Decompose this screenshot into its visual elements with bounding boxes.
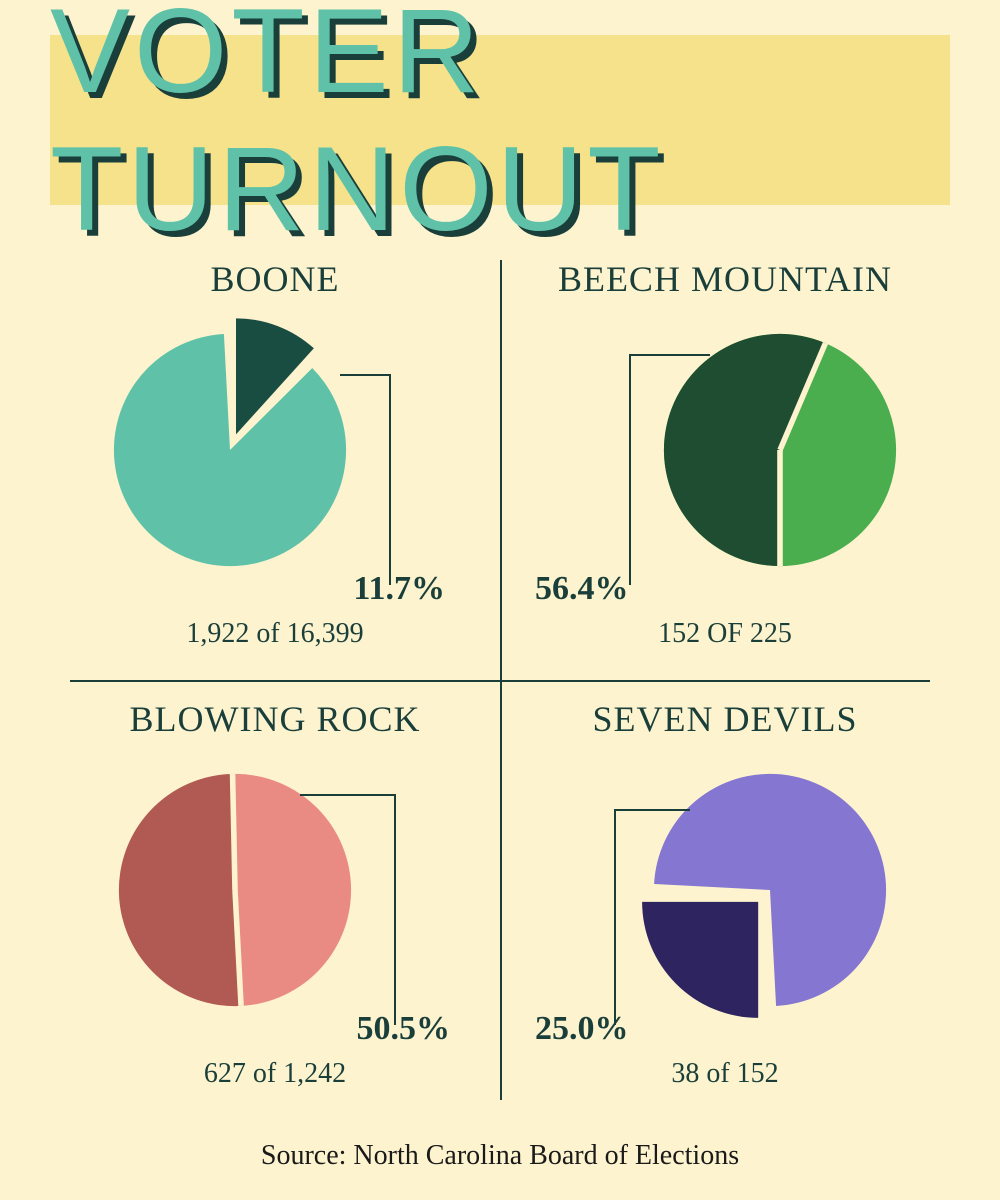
leader-seven [500, 680, 950, 1120]
leader-beech [500, 240, 950, 680]
cell-blowing: BLOWING ROCK 50.5% 627 of 1,242 [50, 680, 500, 1120]
leader-boone [50, 240, 500, 680]
title-block: VOTER TURNOUT VOTER TURNOUT [50, 35, 950, 205]
cell-beech: BEECH MOUNTAIN 56.4% 152 OF 225 [500, 240, 950, 680]
count-beech: 152 OF 225 [500, 618, 950, 650]
percent-seven: 25.0% [535, 1010, 629, 1048]
cell-seven: SEVEN DEVILS 25.0% 38 of 152 [500, 680, 950, 1120]
percent-beech: 56.4% [535, 570, 629, 608]
count-blowing: 627 of 1,242 [50, 1058, 500, 1090]
source-text: Source: North Carolina Board of Election… [0, 1140, 1000, 1172]
percent-blowing: 50.5% [357, 1010, 451, 1048]
cell-boone: BOONE 11.7% 1,922 of 16,399 [50, 240, 500, 680]
main-title: VOTER TURNOUT VOTER TURNOUT [50, 0, 950, 258]
chart-grid: BOONE 11.7% 1,922 of 16,399 BEECH MOUNTA… [50, 240, 950, 1120]
count-seven: 38 of 152 [500, 1058, 950, 1090]
percent-boone: 11.7% [353, 570, 445, 608]
leader-blowing [50, 680, 500, 1120]
count-boone: 1,922 of 16,399 [50, 618, 500, 650]
